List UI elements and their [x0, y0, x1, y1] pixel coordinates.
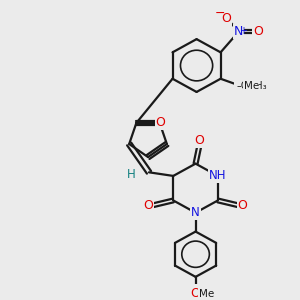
Text: O: O — [236, 80, 245, 93]
Text: O: O — [144, 199, 153, 212]
Text: −: − — [214, 7, 225, 20]
Text: H: H — [127, 168, 136, 181]
Text: H: H — [127, 168, 136, 181]
Text: O: O — [222, 12, 232, 25]
Text: O: O — [190, 287, 200, 300]
Text: NH: NH — [209, 169, 226, 182]
Text: N: N — [234, 25, 243, 38]
Text: N: N — [191, 206, 200, 219]
Text: O: O — [253, 25, 263, 38]
Text: +: + — [239, 26, 247, 36]
Text: Me: Me — [199, 289, 214, 299]
Text: –OCH₃: –OCH₃ — [237, 81, 268, 91]
Text: O: O — [156, 116, 166, 129]
Text: O: O — [238, 199, 248, 212]
Text: O: O — [236, 80, 245, 93]
Text: O: O — [195, 134, 205, 147]
Text: Me: Me — [244, 81, 259, 91]
